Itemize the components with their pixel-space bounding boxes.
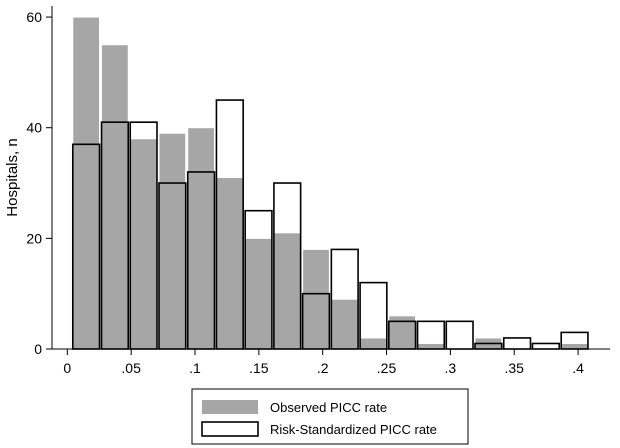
observed-bar — [273, 232, 302, 350]
x-tick-label: .35 — [504, 360, 524, 376]
observed-bar — [359, 337, 388, 350]
observed-bar — [187, 127, 215, 350]
risk-standardized-bar — [502, 337, 532, 350]
x-tick-label: .2 — [317, 360, 329, 376]
observed-bar — [215, 177, 244, 350]
x-tick-label: .25 — [377, 360, 397, 376]
y-tick-label: 20 — [26, 230, 42, 246]
y-axis-label: Hospitals, n — [4, 138, 21, 216]
legend-label-risk: Risk-Standardized PICC rate — [270, 422, 437, 437]
x-tick-label: .4 — [572, 360, 584, 376]
observed-bars — [72, 16, 589, 350]
x-tick-label: .05 — [121, 360, 141, 376]
x-tick-label: .15 — [249, 360, 269, 376]
y-tick-label: 60 — [26, 9, 42, 25]
observed-bar — [158, 132, 187, 350]
x-tick-label: .1 — [189, 360, 201, 376]
legend-label-observed: Observed PICC rate — [270, 400, 387, 415]
x-tick-label: 0 — [63, 360, 71, 376]
x-tick-label: .3 — [445, 360, 457, 376]
observed-bar — [244, 237, 273, 350]
observed-bar — [129, 138, 158, 350]
observed-bar — [72, 16, 101, 350]
observed-bar — [417, 342, 445, 350]
observed-bar — [101, 44, 129, 350]
legend: Observed PICC rate Risk-Standardized PICC… — [191, 388, 469, 445]
y-tick-label: 40 — [26, 120, 42, 136]
observed-bar — [330, 298, 359, 350]
risk-standardized-bar — [445, 320, 474, 350]
legend-swatch-risk — [201, 421, 259, 437]
legend-box — [191, 388, 469, 445]
observed-bar — [560, 342, 589, 350]
risk-standardized-bar — [531, 342, 561, 350]
observed-bar — [302, 248, 330, 350]
legend-swatch-observed — [202, 400, 258, 414]
tick-labels: 0 20 40 60 0 .05 .1 .15 .2 .25 .3 .35 .4 — [26, 9, 584, 376]
y-tick-label: 0 — [34, 341, 42, 357]
axes — [46, 6, 610, 355]
